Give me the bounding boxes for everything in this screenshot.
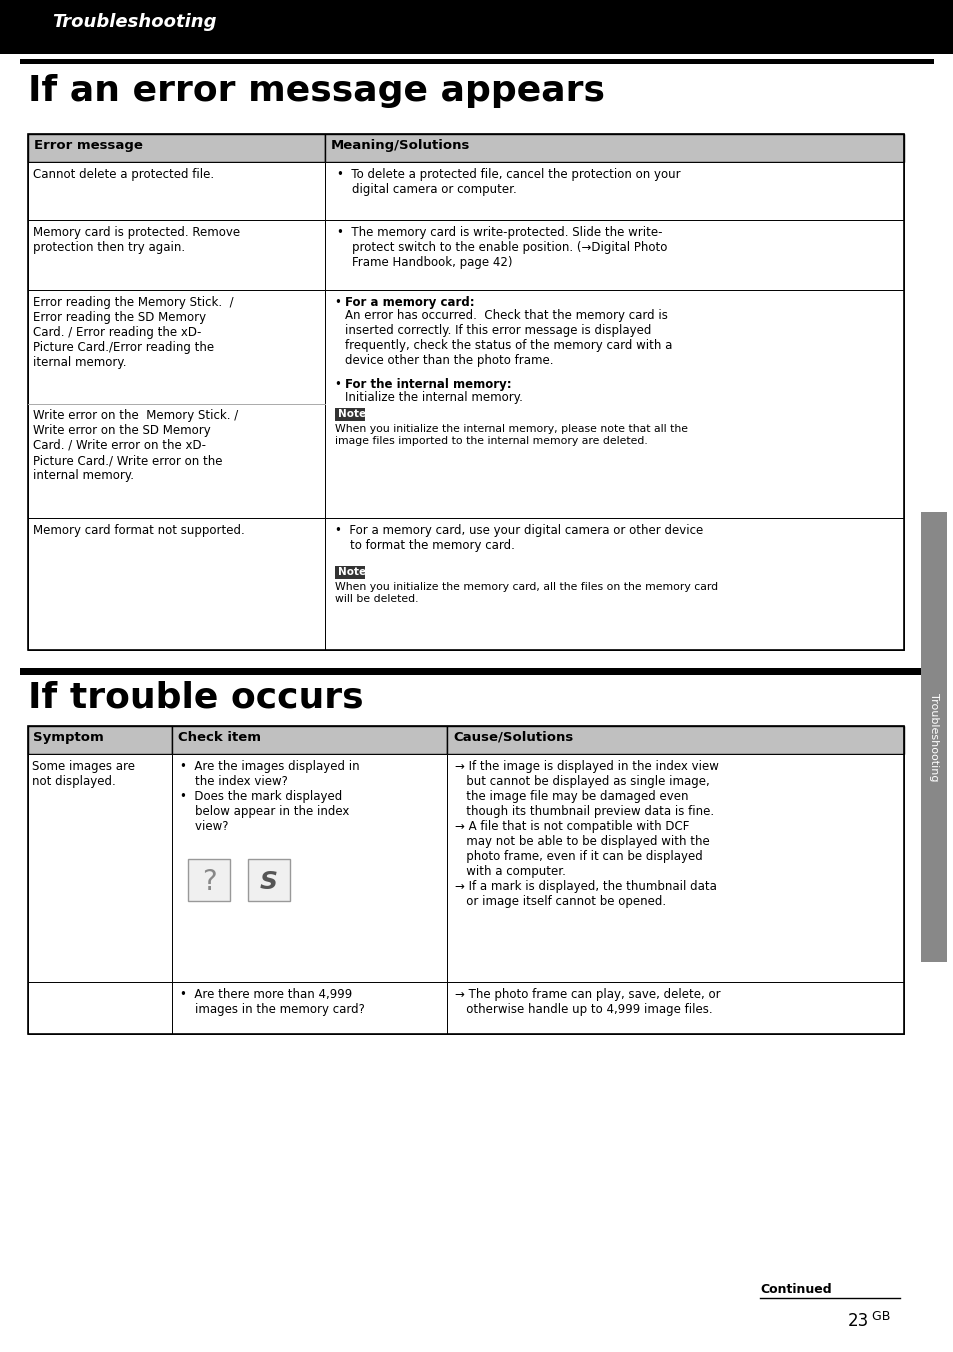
Text: •: • — [335, 296, 345, 310]
Bar — [28, 162, 325, 220]
Text: Meaning/Solutions: Meaning/Solutions — [331, 139, 470, 151]
Bar — [28, 220, 325, 289]
Text: •: • — [335, 379, 345, 391]
Text: If an error message appears: If an error message appears — [28, 74, 604, 108]
Text: •  Are the images displayed in
    the index view?
•  Does the mark displayed
  : • Are the images displayed in the index … — [180, 760, 359, 833]
Text: An error has occurred.  Check that the memory card is
inserted correctly. If thi: An error has occurred. Check that the me… — [345, 310, 672, 366]
Bar — [325, 162, 903, 220]
Text: •  The memory card is write-protected. Slide the write-
    protect switch to th: • The memory card is write-protected. Sl… — [336, 226, 667, 269]
Bar — [447, 982, 903, 1034]
Text: For a memory card:: For a memory card: — [345, 296, 475, 310]
Text: If trouble occurs: If trouble occurs — [28, 680, 363, 714]
Text: 23: 23 — [847, 1311, 868, 1330]
Bar — [920, 512, 946, 963]
Text: For the internal memory:: For the internal memory: — [345, 379, 511, 391]
Bar — [172, 754, 447, 982]
Text: Note: Note — [337, 566, 366, 577]
Bar — [0, 0, 953, 54]
Text: Error reading the Memory Stick.  /
Error reading the SD Memory
Card. / Error rea: Error reading the Memory Stick. / Error … — [33, 296, 233, 369]
Text: Symptom: Symptom — [33, 731, 104, 744]
Bar — [335, 408, 365, 420]
Text: Check item: Check item — [178, 731, 261, 744]
Text: Cause/Solutions: Cause/Solutions — [453, 731, 573, 744]
Text: ?: ? — [201, 868, 216, 896]
Bar — [28, 134, 325, 162]
Bar — [20, 668, 933, 675]
Bar — [335, 566, 365, 579]
Text: → The photo frame can play, save, delete, or
   otherwise handle up to 4,999 ima: → The photo frame can play, save, delete… — [455, 988, 720, 1015]
Bar — [28, 982, 172, 1034]
Bar — [172, 982, 447, 1034]
Bar — [28, 289, 325, 518]
Text: When you initialize the internal memory, please note that all the
image files im: When you initialize the internal memory,… — [335, 425, 687, 446]
Text: Note: Note — [337, 410, 366, 419]
Bar — [325, 289, 903, 518]
Text: Memory card is protected. Remove
protection then try again.: Memory card is protected. Remove protect… — [33, 226, 240, 254]
Bar — [28, 134, 903, 650]
Text: •  To delete a protected file, cancel the protection on your
    digital camera : • To delete a protected file, cancel the… — [336, 168, 679, 196]
Bar — [447, 754, 903, 982]
Bar — [325, 220, 903, 289]
Text: Cannot delete a protected file.: Cannot delete a protected file. — [33, 168, 213, 181]
Text: GB: GB — [867, 1310, 889, 1324]
Text: Write error on the  Memory Stick. /
Write error on the SD Memory
Card. / Write e: Write error on the Memory Stick. / Write… — [33, 410, 238, 483]
Text: •  Are there more than 4,999
    images in the memory card?: • Are there more than 4,999 images in th… — [180, 988, 364, 1015]
Bar — [28, 726, 172, 754]
Bar — [28, 726, 903, 1034]
Bar — [28, 754, 172, 982]
Text: Initialize the internal memory.: Initialize the internal memory. — [345, 391, 522, 404]
Text: •  For a memory card, use your digital camera or other device
    to format the : • For a memory card, use your digital ca… — [335, 525, 702, 552]
Text: S: S — [260, 869, 277, 894]
Bar — [172, 726, 447, 754]
Bar — [325, 134, 903, 162]
Text: Continued: Continued — [760, 1283, 831, 1297]
Text: → If the image is displayed in the index view
   but cannot be displayed as sing: → If the image is displayed in the index… — [455, 760, 719, 909]
Text: When you initialize the memory card, all the files on the memory card
will be de: When you initialize the memory card, all… — [335, 581, 718, 603]
Bar — [28, 518, 325, 650]
Bar — [20, 59, 933, 64]
Text: Error message: Error message — [34, 139, 143, 151]
Bar — [188, 859, 230, 900]
Bar — [248, 859, 290, 900]
Bar — [325, 518, 903, 650]
Text: Memory card format not supported.: Memory card format not supported. — [33, 525, 245, 537]
Text: Troubleshooting: Troubleshooting — [928, 692, 938, 781]
Bar — [447, 726, 903, 754]
Text: Troubleshooting: Troubleshooting — [52, 14, 216, 31]
Text: Some images are
not displayed.: Some images are not displayed. — [32, 760, 135, 788]
